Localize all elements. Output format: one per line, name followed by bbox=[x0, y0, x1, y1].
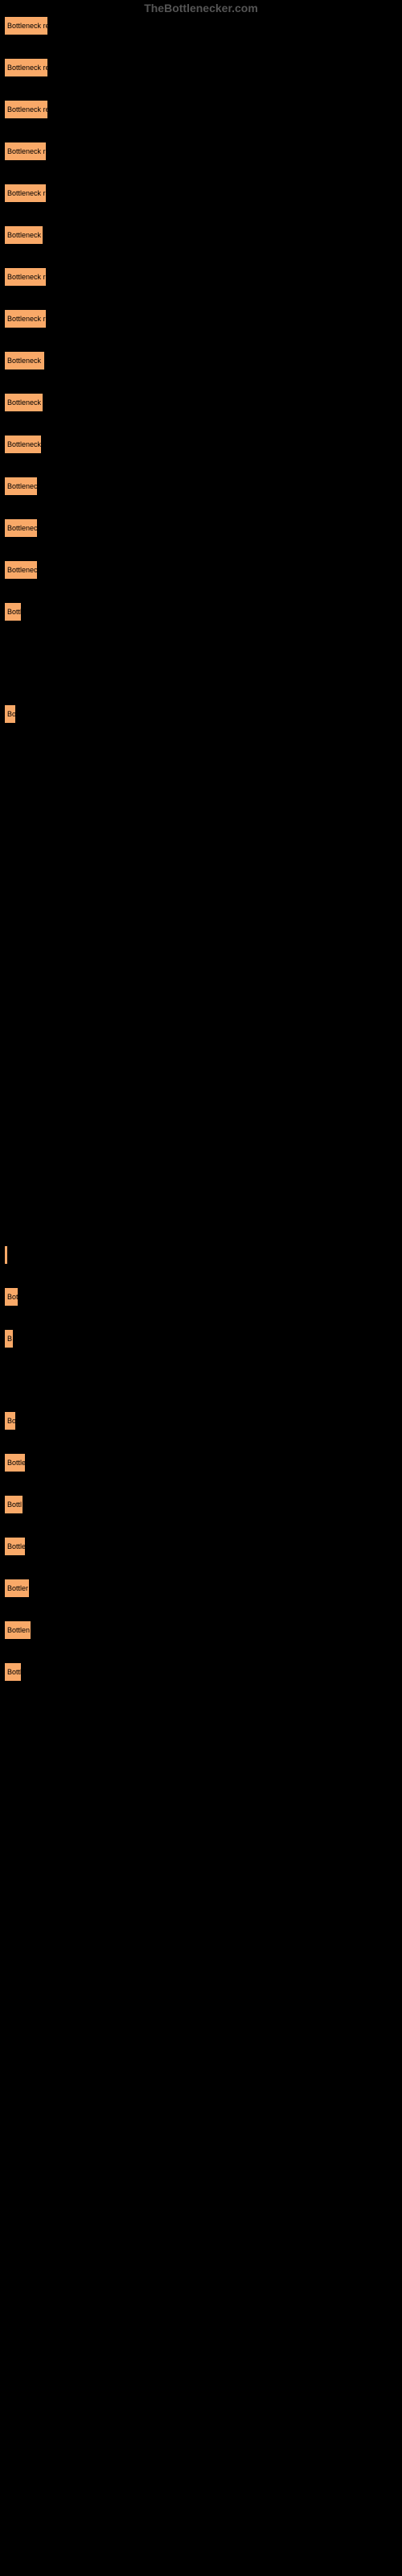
bar-label: Bottleneck re bbox=[7, 22, 48, 30]
chart-bar: Bot bbox=[4, 1287, 18, 1307]
bar-row: B bbox=[4, 1329, 398, 1348]
bar-label: Bottl bbox=[7, 608, 22, 616]
bar-label: B bbox=[7, 1335, 12, 1343]
bar-label: Bottl bbox=[7, 1501, 22, 1509]
chart-bar: Bottleneck re bbox=[4, 100, 48, 119]
bar-row: Bottle bbox=[4, 1537, 398, 1556]
bar-label: Bottlenec bbox=[7, 566, 38, 574]
bar-row: Bottleneck r bbox=[4, 142, 398, 161]
chart-bar: Bottleneck r bbox=[4, 184, 47, 203]
bar-row: Bottleneck re bbox=[4, 58, 398, 77]
bar-label: Bo bbox=[7, 1417, 16, 1425]
chart-bar: Bottl bbox=[4, 602, 22, 621]
chart-bar: Bottleneck bbox=[4, 351, 45, 370]
chart-bar: Bottl bbox=[4, 1662, 22, 1682]
chart-bar: Bottlenec bbox=[4, 518, 38, 538]
bar-label: Bo bbox=[7, 710, 16, 718]
bar-label: Bottle bbox=[7, 1459, 26, 1467]
chart-bar: Bo bbox=[4, 704, 16, 724]
bar-row: Bottle bbox=[4, 1453, 398, 1472]
chart-bar: Bottleneck bbox=[4, 435, 42, 454]
chart-bar: Bottle bbox=[4, 1537, 26, 1556]
bar-row: Bottleneck bbox=[4, 351, 398, 370]
bar-row: Bottleneck r bbox=[4, 309, 398, 328]
bar-row: Bottlenec bbox=[4, 560, 398, 580]
watermark-text: TheBottlenecker.com bbox=[144, 2, 258, 14]
chart-bar: Bottle bbox=[4, 1453, 26, 1472]
chart-bar: Bottleneck r bbox=[4, 309, 47, 328]
bar-label: Bottleneck bbox=[7, 231, 41, 239]
chart-bar: Bo bbox=[4, 1411, 16, 1430]
chart-bar: Bottleneck re bbox=[4, 58, 48, 77]
bar-row: Bottl bbox=[4, 602, 398, 621]
bar-label: Bottl bbox=[7, 1668, 22, 1676]
bar-chart: Bottleneck re Bottleneck re Bottleneck re B… bbox=[0, 0, 402, 1708]
bar-label: Bottler bbox=[7, 1584, 28, 1592]
bar-label: Bottleneck re bbox=[7, 64, 48, 72]
bar-row: Bottlenec bbox=[4, 518, 398, 538]
bar-row: Bottleneck bbox=[4, 225, 398, 245]
chart-bar: Bottleneck bbox=[4, 225, 43, 245]
bar-row: Bottleneck bbox=[4, 435, 398, 454]
bar-label: Bottleneck bbox=[7, 357, 41, 365]
chart-bar: Bottlenec bbox=[4, 477, 38, 496]
spacer bbox=[4, 644, 398, 704]
chart-bar: Bottleneck r bbox=[4, 142, 47, 161]
bar-row: Bottleneck r bbox=[4, 184, 398, 203]
bar-row: Bo bbox=[4, 1411, 398, 1430]
bar-row: Bo bbox=[4, 704, 398, 724]
bar-label: Bottleneck r bbox=[7, 315, 46, 323]
chart-bar bbox=[4, 1245, 8, 1265]
bar-label: Bottlen bbox=[7, 1626, 30, 1634]
bar-label: Bottlenec bbox=[7, 524, 38, 532]
chart-bar: Bottleneck r bbox=[4, 267, 47, 287]
chart-bar: Bottlen bbox=[4, 1620, 31, 1640]
bar-row: Bottleneck r bbox=[4, 267, 398, 287]
bar-label: Bottle bbox=[7, 1542, 26, 1550]
chart-bar: Bottleneck bbox=[4, 393, 43, 412]
bar-row: Bottl bbox=[4, 1495, 398, 1514]
chart-bar: Bottleneck re bbox=[4, 16, 48, 35]
bar-row: Bottleneck re bbox=[4, 100, 398, 119]
bar-row: Bottlenec bbox=[4, 477, 398, 496]
chart-bar: Bottl bbox=[4, 1495, 23, 1514]
bar-label: Bottleneck bbox=[7, 398, 41, 407]
bar-label: Bottleneck r bbox=[7, 273, 46, 281]
bar-label: Bottleneck bbox=[7, 440, 41, 448]
spacer bbox=[4, 746, 398, 1245]
bar-row: Bottl bbox=[4, 1662, 398, 1682]
bar-row: Bot bbox=[4, 1287, 398, 1307]
chart-bar: Bottler bbox=[4, 1579, 30, 1598]
bar-label: Bottleneck r bbox=[7, 189, 46, 197]
bar-row: Bottleneck re bbox=[4, 16, 398, 35]
chart-bar: B bbox=[4, 1329, 14, 1348]
chart-bar: Bottlenec bbox=[4, 560, 38, 580]
bar-row bbox=[4, 1245, 398, 1265]
bar-row: Bottlen bbox=[4, 1620, 398, 1640]
bar-label: Bot bbox=[7, 1293, 18, 1301]
bar-row: Bottler bbox=[4, 1579, 398, 1598]
bar-label: Bottleneck r bbox=[7, 147, 46, 155]
bar-label: Bottleneck re bbox=[7, 105, 48, 114]
bar-label: Bottlenec bbox=[7, 482, 38, 490]
bar-row: Bottleneck bbox=[4, 393, 398, 412]
spacer bbox=[4, 1371, 398, 1411]
